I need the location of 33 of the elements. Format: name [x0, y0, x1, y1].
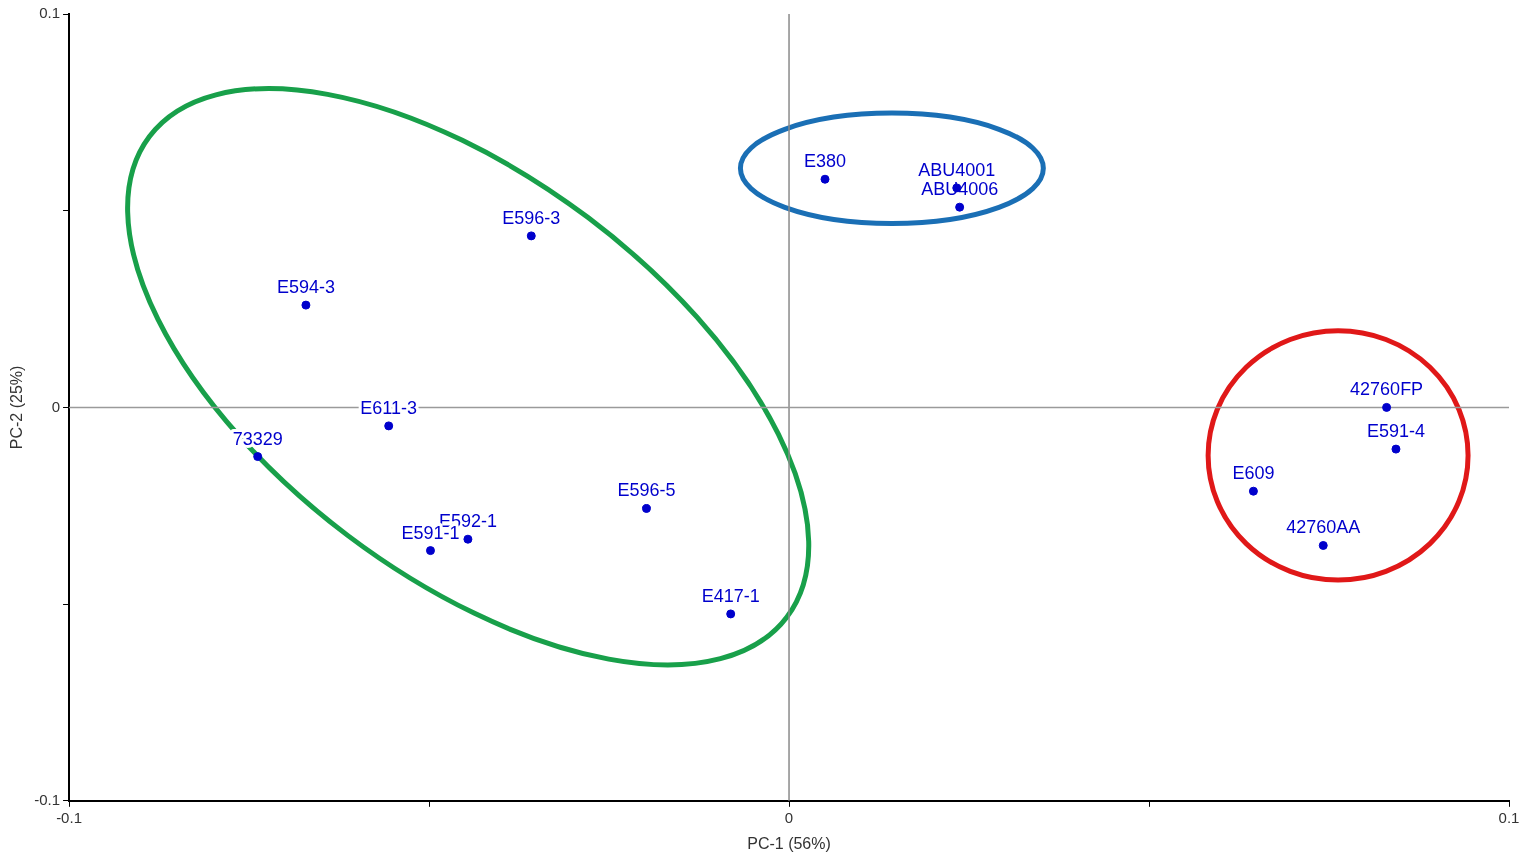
x-axis-title: PC-1 (56%) — [747, 834, 831, 852]
point — [726, 609, 736, 619]
annotation: E594-3 — [276, 277, 335, 298]
point — [955, 202, 965, 212]
x-tick-label: -0.1 — [56, 808, 82, 826]
annotation: E609 — [1232, 463, 1275, 484]
x-tick-label: 0 — [784, 808, 794, 826]
y-tick-label: -0.1 — [34, 790, 61, 808]
annotation: 42760FP — [1350, 379, 1424, 400]
point — [384, 421, 394, 431]
annotation: E611-3 — [360, 397, 418, 418]
point — [425, 546, 435, 556]
point — [301, 300, 311, 310]
annotation: E596-3 — [502, 207, 561, 228]
annotation: E380 — [804, 151, 847, 172]
point — [1391, 444, 1401, 454]
y-tick-label: 0.1 — [39, 4, 61, 22]
annotation: E591-4 — [1366, 421, 1425, 442]
annotation: ABU4001 — [918, 159, 996, 180]
point — [1318, 540, 1328, 550]
y-tick-label: 0 — [51, 397, 61, 415]
point — [1248, 486, 1258, 496]
point — [1382, 402, 1392, 412]
point — [526, 231, 536, 241]
point — [641, 504, 651, 513]
point — [820, 174, 830, 184]
annotation: E596-5 — [617, 480, 676, 501]
annotation: E417-1 — [701, 585, 760, 606]
y-axis-title: PC-2 (25%) — [8, 365, 26, 450]
point — [253, 452, 263, 462]
point — [463, 534, 473, 544]
x-tick-label: 0.1 — [1498, 808, 1520, 826]
annotation: 42760AA — [1286, 517, 1361, 538]
